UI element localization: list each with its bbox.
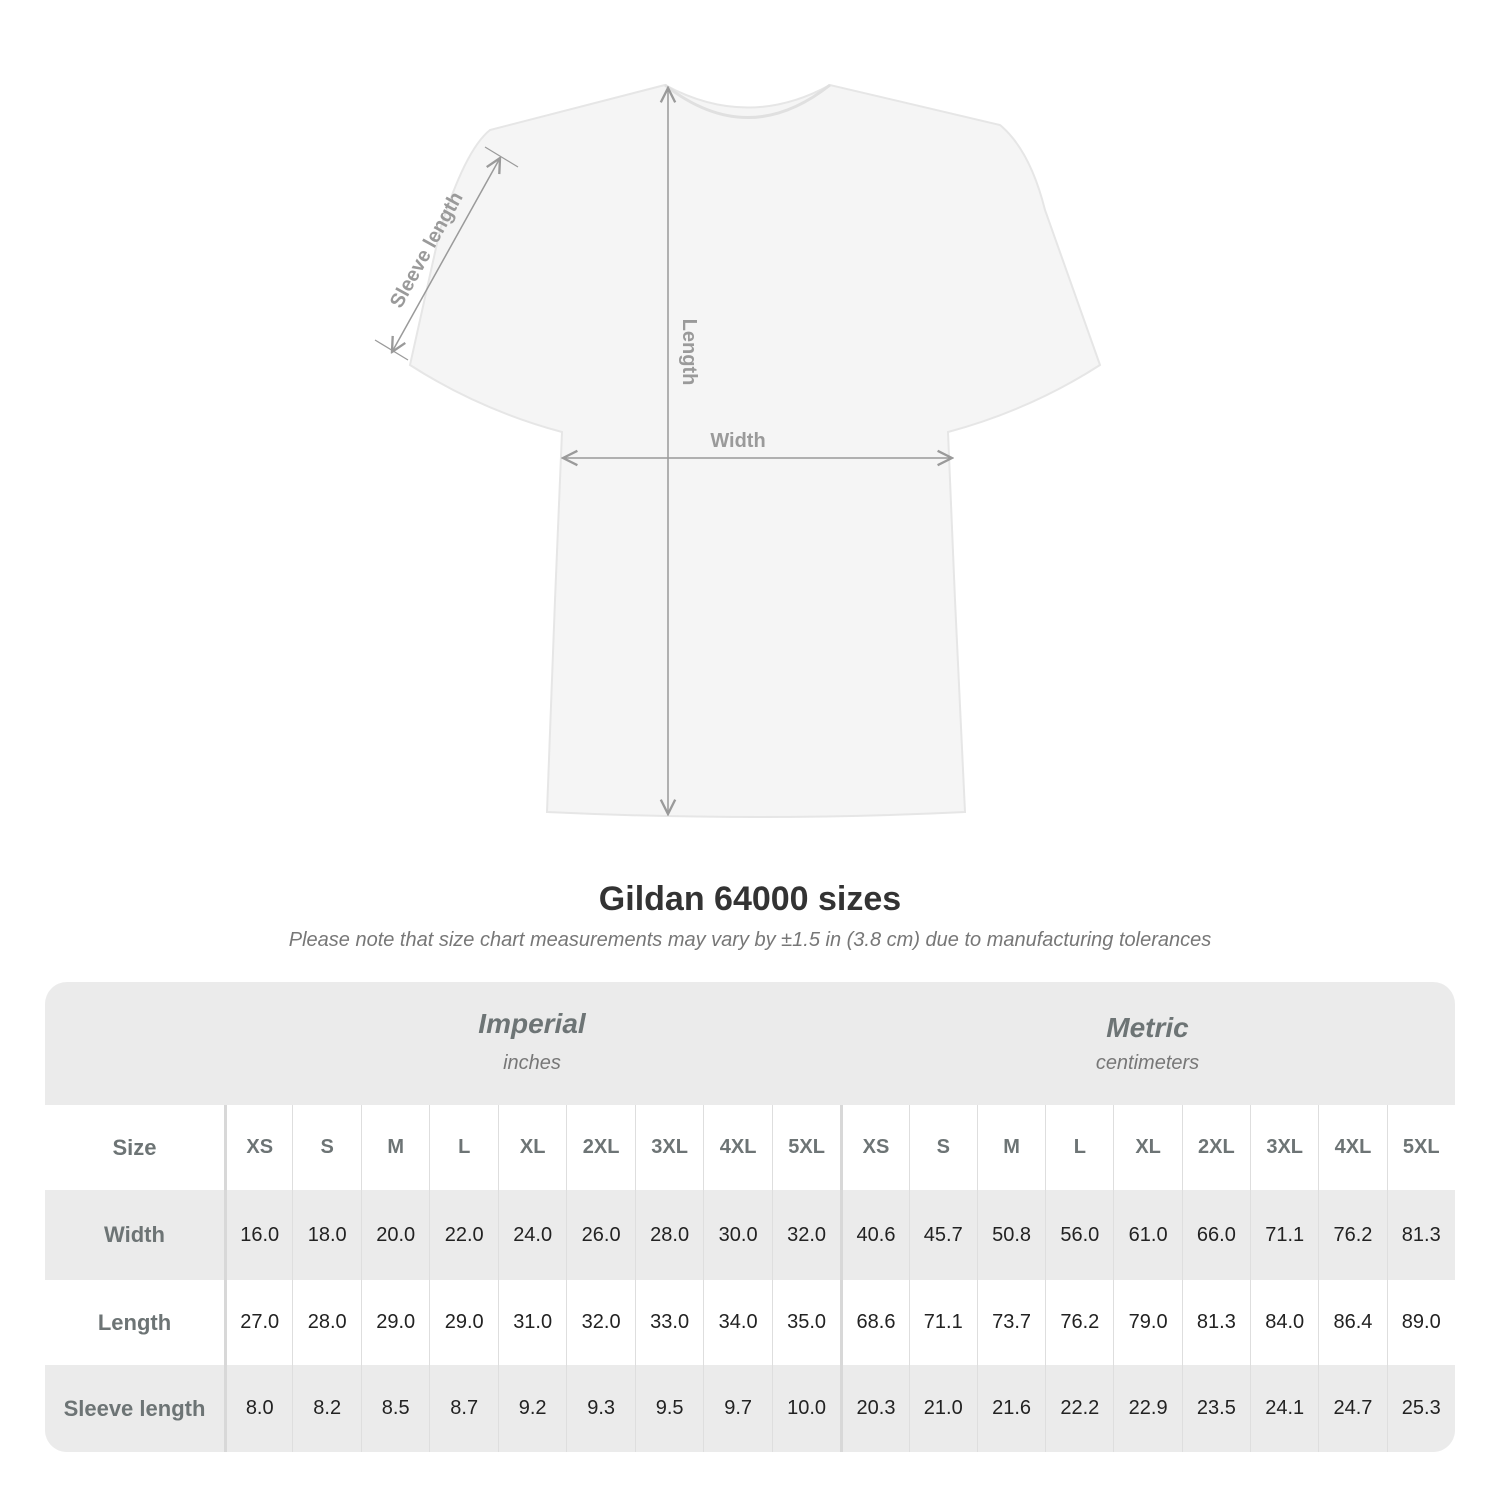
table-cell: 28.0: [292, 1280, 360, 1365]
size-header: XS: [223, 1105, 292, 1190]
width-label: Width: [710, 430, 765, 452]
table-cell: 33.0: [634, 1280, 703, 1365]
table-cell: 24.0: [497, 1190, 566, 1280]
table-cell: 29.0: [360, 1280, 429, 1365]
table-cell: 9.3: [566, 1365, 634, 1452]
table-cell: 81.3: [1181, 1280, 1250, 1365]
table-cell: 71.1: [1250, 1190, 1318, 1280]
table-cell: 8.7: [429, 1365, 497, 1452]
table-cell: 22.0: [429, 1190, 497, 1280]
row-label: Size: [112, 1134, 157, 1160]
size-header: S: [292, 1105, 360, 1190]
table-row: Sleeve length 8.0 8.2 8.5 8.7 9.2 9.3 9.5 9.7 10.…: [45, 1365, 1455, 1452]
size-header: 4XL: [703, 1105, 771, 1190]
tshirt-diagram: Length Width Sleeve length: [374, 83, 1102, 818]
table-cell: 9.5: [634, 1365, 703, 1452]
size-header: 3XL: [634, 1105, 703, 1190]
imperial-title: Imperial: [478, 1008, 586, 1039]
table-cell: 31.0: [497, 1280, 566, 1365]
table-cell: 50.8: [976, 1190, 1045, 1280]
tolerance-note: Please note that size chart measurements…: [288, 929, 1212, 951]
table-cell: 18.0: [292, 1190, 360, 1280]
size-header: XL: [497, 1105, 566, 1190]
table-cell: 34.0: [703, 1280, 771, 1365]
table-cell: 20.0: [360, 1190, 429, 1280]
table-cell: 21.0: [908, 1365, 977, 1452]
table-cell: 79.0: [1113, 1280, 1181, 1365]
table-cell: 27.0: [223, 1280, 292, 1365]
table-cell: 26.0: [566, 1190, 634, 1280]
row-label: Width: [104, 1222, 165, 1247]
table-cell: 22.9: [1113, 1365, 1181, 1452]
unit-header: Imperial inches Metric centimeters: [45, 982, 1455, 1105]
table-cell: 10.0: [771, 1365, 840, 1452]
size-header: 4XL: [1318, 1105, 1386, 1190]
table-cell: 35.0: [771, 1280, 840, 1365]
table-cell: 76.2: [1318, 1190, 1386, 1280]
table-cell: 16.0: [223, 1190, 292, 1280]
size-header: M: [360, 1105, 429, 1190]
row-label: Length: [97, 1309, 172, 1335]
table-cell: 21.6: [976, 1365, 1045, 1452]
size-header: 5XL: [1386, 1105, 1455, 1190]
table-cell: 45.7: [908, 1190, 977, 1280]
metric-header: Metric centimeters: [840, 1012, 1455, 1075]
table-cell: 24.1: [1250, 1365, 1318, 1452]
table-cell: 86.4: [1318, 1280, 1386, 1365]
table-cell: 25.3: [1386, 1365, 1455, 1452]
size-table: Imperial inches Metric centimeters Size X…: [45, 982, 1455, 1452]
size-header: 5XL: [771, 1105, 840, 1190]
size-header: L: [1045, 1105, 1113, 1190]
table-cell: 81.3: [1386, 1190, 1455, 1280]
metric-unit: centimeters: [1095, 1052, 1200, 1074]
table-cell: 9.7: [703, 1365, 771, 1452]
table-cell: 84.0: [1250, 1280, 1318, 1365]
metric-title: Metric: [1106, 1012, 1189, 1043]
table-cell: 73.7: [976, 1280, 1045, 1365]
sleeve-arrow: [392, 158, 500, 352]
length-label: Length: [678, 319, 700, 386]
table-cell: 32.0: [771, 1190, 840, 1280]
page-title: Gildan 64000 sizes: [598, 880, 902, 918]
table-cell: 66.0: [1181, 1190, 1250, 1280]
size-header-row: Size XS S M L XL 2XL 3XL 4XL 5XL XS S M L XL 2XL 3XL 4XL 5…: [45, 1105, 1455, 1190]
table-cell: 28.0: [634, 1190, 703, 1280]
table-cell: 71.1: [908, 1280, 977, 1365]
table-cell: 56.0: [1045, 1190, 1113, 1280]
table-cell: 40.6: [840, 1190, 908, 1280]
size-header: S: [908, 1105, 977, 1190]
table-cell: 8.2: [292, 1365, 360, 1452]
table-cell: 30.0: [703, 1190, 771, 1280]
table-cell: 29.0: [429, 1280, 497, 1365]
size-header: L: [429, 1105, 497, 1190]
table-row: Length 27.0 28.0 29.0 29.0 31.0 32.0 33.0 34.0 35…: [45, 1280, 1455, 1365]
table-cell: 9.2: [497, 1365, 566, 1452]
table-cell: 24.7: [1318, 1365, 1386, 1452]
size-header: XS: [840, 1105, 908, 1190]
table-row: Width 16.0 18.0 20.0 22.0 24.0 26.0 28.0 30.0 32.…: [45, 1190, 1455, 1280]
table-cell: 61.0: [1113, 1190, 1181, 1280]
table-cell: 76.2: [1045, 1280, 1113, 1365]
table-cell: 8.5: [360, 1365, 429, 1452]
imperial-header: Imperial inches: [224, 1008, 840, 1075]
table-cell: 23.5: [1181, 1365, 1250, 1452]
table-cell: 22.2: [1045, 1365, 1113, 1452]
table-cell: 89.0: [1386, 1280, 1455, 1365]
table-cell: 8.0: [223, 1365, 292, 1452]
size-header: XL: [1113, 1105, 1181, 1190]
size-header: 2XL: [1181, 1105, 1250, 1190]
row-label: Sleeve length: [63, 1395, 206, 1421]
table-cell: 68.6: [840, 1280, 908, 1365]
size-header: 2XL: [566, 1105, 634, 1190]
imperial-unit: inches: [503, 1052, 561, 1074]
table-cell: 32.0: [566, 1280, 634, 1365]
size-header: M: [976, 1105, 1045, 1190]
table-cell: 20.3: [840, 1365, 908, 1452]
size-header: 3XL: [1250, 1105, 1318, 1190]
